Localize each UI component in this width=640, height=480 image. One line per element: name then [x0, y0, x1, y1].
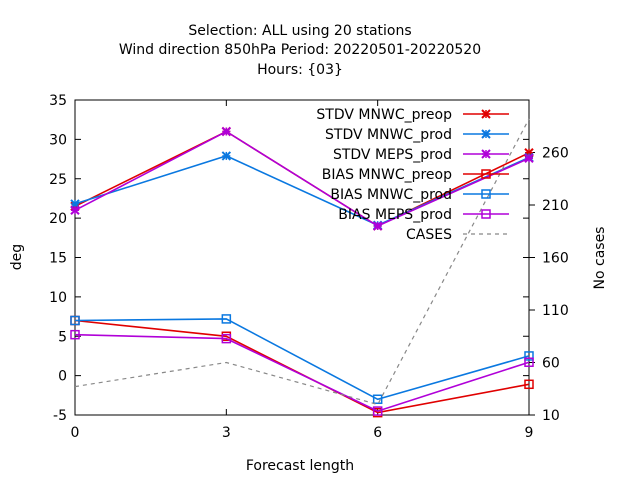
point-marker — [481, 209, 491, 219]
y-tick-label: 15 — [49, 251, 67, 267]
legend-label: STDV MNWC_prod — [325, 127, 452, 143]
series-1 — [70, 151, 534, 230]
y-tick-label: -5 — [53, 408, 67, 424]
series-2 — [70, 126, 534, 231]
series-4 — [70, 314, 534, 404]
x-tick-label: 0 — [71, 425, 80, 441]
point-marker — [524, 357, 534, 367]
point-marker — [524, 379, 534, 390]
point-marker — [481, 109, 491, 119]
point-marker — [481, 129, 491, 139]
x-tick-label: 6 — [373, 425, 382, 441]
series-line — [74, 319, 530, 414]
series-line — [74, 155, 530, 227]
point-marker — [372, 221, 383, 231]
series-line — [74, 130, 530, 227]
y2-tick-label: 210 — [542, 198, 569, 214]
point-marker — [70, 315, 80, 326]
x-axis-label: Forecast length — [246, 458, 354, 474]
title-line-3: Hours: {03} — [257, 62, 343, 78]
point-marker — [70, 205, 80, 215]
y-tick-label: 0 — [58, 369, 67, 385]
series-6 — [74, 118, 530, 406]
point-marker — [221, 314, 232, 324]
x-tick-label: 3 — [222, 425, 231, 441]
title-line-1: Selection: ALL using 20 stations — [188, 23, 411, 39]
y-tick-label: 10 — [49, 290, 67, 306]
series-lines — [70, 118, 534, 418]
y2-tick-label: 110 — [542, 303, 569, 319]
legend-label: BIAS MNWC_preop — [322, 167, 452, 183]
legend-label: STDV MNWC_preop — [316, 107, 452, 123]
title-line-2: Wind direction 850hPa Period: 20220501-2… — [119, 42, 481, 58]
legend: STDV MNWC_preop STDV MNWC_prod STDV MEPS_p… — [316, 107, 509, 243]
legend-label: CASES — [406, 227, 452, 243]
x-tick-label: 9 — [525, 425, 534, 441]
series-line — [74, 318, 530, 401]
point-marker — [70, 329, 80, 340]
legend-label: STDV MEPS_prod — [333, 147, 452, 163]
legend-label: BIAS MNWC_prod — [330, 187, 452, 203]
series-5 — [70, 329, 534, 416]
point-marker — [221, 333, 232, 344]
y2-tick-label: 60 — [542, 356, 560, 372]
series-line — [74, 333, 530, 412]
plot-frame — [74, 99, 530, 416]
y-tick-label: 5 — [58, 329, 67, 345]
y2-tick-label: 260 — [542, 146, 569, 162]
legend-label: BIAS MEPS_prod — [338, 207, 452, 223]
y2-tick-label: 10 — [542, 408, 560, 424]
point-marker — [524, 153, 534, 163]
point-marker — [372, 394, 383, 404]
y2-tick-label: 160 — [542, 251, 569, 267]
axes — [74, 99, 535, 416]
y2-axis-label: No cases — [592, 227, 608, 290]
y-tick-label: 25 — [49, 172, 67, 188]
y-tick-label: 30 — [49, 132, 67, 148]
series-3 — [70, 315, 534, 418]
y-axis-label: deg — [9, 244, 25, 270]
y-tick-label: 20 — [49, 211, 67, 227]
point-marker — [481, 149, 491, 159]
y-tick-label: 35 — [49, 93, 67, 109]
point-marker — [481, 189, 491, 199]
point-marker — [481, 169, 491, 179]
point-marker — [221, 126, 232, 137]
series-line — [74, 118, 530, 406]
point-marker — [221, 151, 232, 161]
point-marker — [524, 351, 534, 361]
chart-title: Selection: ALL using 20 stations Wind di… — [119, 23, 481, 78]
point-marker — [372, 406, 383, 416]
